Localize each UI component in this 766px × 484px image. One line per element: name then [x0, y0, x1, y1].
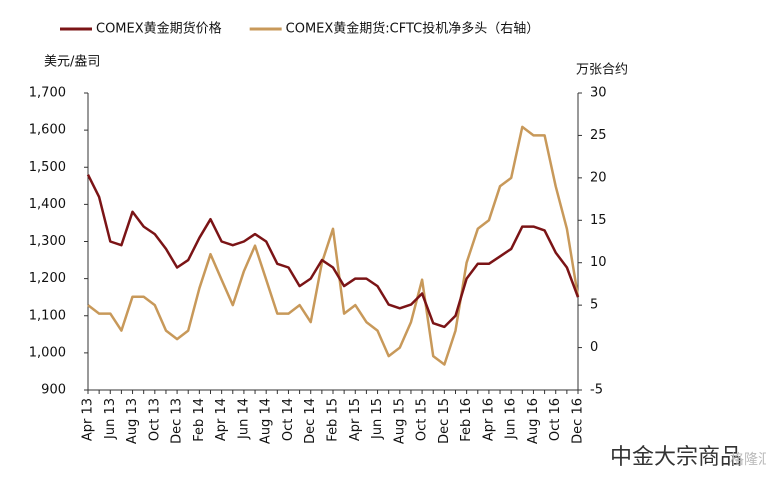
x-tick-label: Oct 15 — [415, 398, 430, 441]
watermark: 格隆汇 — [730, 452, 766, 468]
legend-label: COMEX黄金期货:CFTC投机净多头（右轴） — [286, 21, 540, 37]
series-line — [86, 174, 580, 329]
x-tick-label: Dec 13 — [170, 398, 185, 444]
y2-tick-label: -5 — [590, 383, 603, 398]
y-tick-label: 1,700 — [29, 86, 66, 101]
y-tick-label: 1,400 — [29, 197, 66, 212]
x-tick-label: Apr 13 — [81, 398, 96, 441]
y2-tick-label: 30 — [590, 86, 607, 101]
y-tick-label: 1,500 — [29, 160, 66, 175]
y2-tick-label: 0 — [590, 340, 598, 355]
legend-label: COMEX黄金期货价格 — [96, 21, 222, 37]
y2-axis-label: 万张合约 — [576, 63, 628, 78]
x-tick-label: Aug 13 — [125, 398, 140, 444]
x-tick-label: Apr 15 — [348, 398, 363, 441]
x-tick-label: Apr 14 — [214, 398, 229, 441]
x-tick-label: Feb 14 — [192, 398, 207, 442]
x-tick-label: Feb 15 — [326, 398, 341, 442]
y2-tick-label: 15 — [590, 213, 607, 228]
y-tick-label: 1,200 — [29, 271, 66, 286]
y-tick-label: 1,600 — [29, 123, 66, 138]
x-tick-label: Oct 14 — [281, 398, 296, 441]
y-tick-label: 1,000 — [29, 345, 66, 360]
x-tick-label: Oct 13 — [147, 398, 162, 441]
y2-tick-label: 10 — [590, 255, 607, 270]
y-tick-label: 1,100 — [29, 308, 66, 323]
y-tick-label: 900 — [41, 383, 66, 398]
x-tick-label: Aug 15 — [392, 398, 407, 444]
x-tick-label: Jun 16 — [504, 398, 519, 440]
x-tick-label: Aug 14 — [259, 398, 274, 444]
x-tick-label: Feb 16 — [459, 398, 474, 442]
x-tick-label: Oct 16 — [548, 398, 563, 441]
series-line — [87, 125, 580, 366]
y-tick-label: 1,300 — [29, 234, 66, 249]
x-tick-label: Jun 15 — [370, 398, 385, 440]
x-tick-label: Apr 16 — [481, 398, 496, 441]
x-tick-label: Jun 13 — [103, 398, 118, 440]
y2-tick-label: 20 — [590, 170, 607, 185]
y-axis-label: 美元/盎司 — [44, 55, 100, 70]
x-tick-label: Jun 14 — [236, 398, 251, 440]
source: 中金大宗商品 — [610, 445, 742, 470]
x-tick-label: Dec 15 — [437, 398, 452, 444]
y2-tick-label: 5 — [590, 298, 598, 313]
x-tick-label: Aug 16 — [526, 398, 541, 444]
x-tick-label: Dec 16 — [571, 398, 586, 444]
x-tick-label: Dec 14 — [303, 398, 318, 444]
y2-tick-label: 25 — [590, 128, 607, 143]
